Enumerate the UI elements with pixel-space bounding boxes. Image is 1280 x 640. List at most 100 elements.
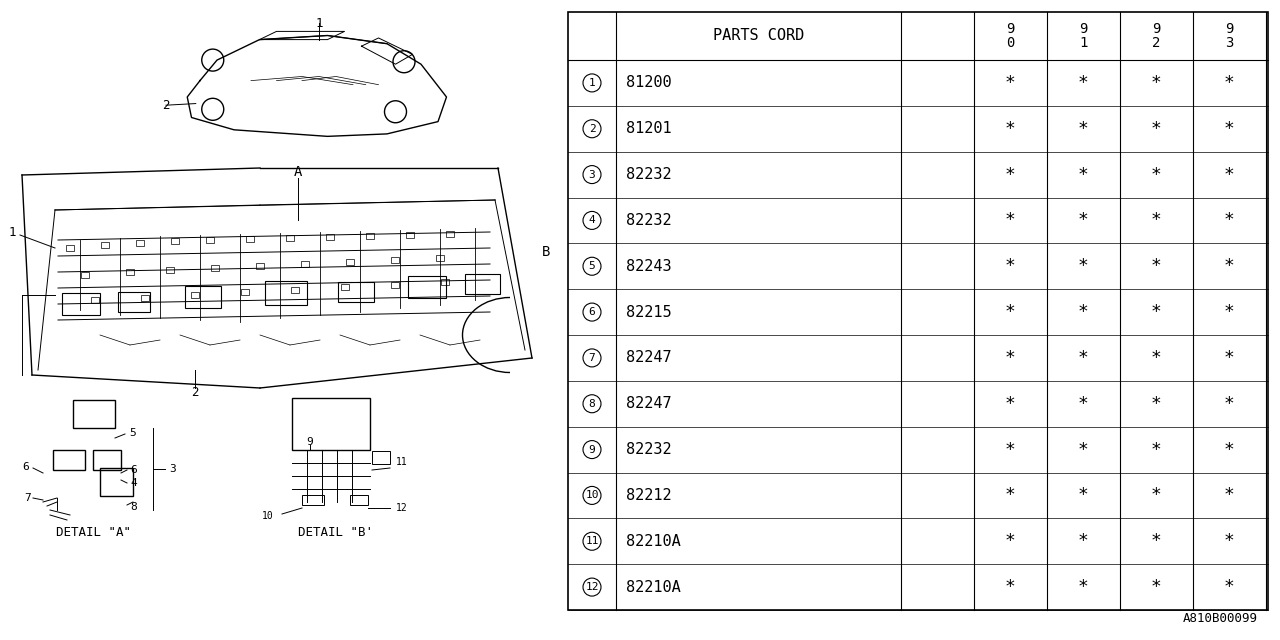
Text: 6: 6	[22, 462, 29, 472]
Text: 1: 1	[589, 78, 595, 88]
Text: 9: 9	[1225, 22, 1234, 36]
Text: DETAIL "B': DETAIL "B'	[297, 525, 372, 538]
Text: 12: 12	[585, 582, 599, 592]
Text: *: *	[1005, 349, 1016, 367]
Text: *: *	[1224, 395, 1235, 413]
Text: 2: 2	[163, 99, 170, 112]
Text: 5: 5	[589, 261, 595, 271]
Text: *: *	[1151, 120, 1162, 138]
Text: 9: 9	[589, 445, 595, 454]
Text: *: *	[1005, 257, 1016, 275]
Text: 1: 1	[8, 225, 15, 239]
Text: *: *	[1078, 349, 1089, 367]
Text: *: *	[1151, 257, 1162, 275]
Text: *: *	[1078, 303, 1089, 321]
Text: 10: 10	[585, 490, 599, 500]
Text: 82212: 82212	[626, 488, 672, 503]
Text: *: *	[1224, 74, 1235, 92]
Text: *: *	[1224, 166, 1235, 184]
Text: 9: 9	[1152, 22, 1161, 36]
Text: *: *	[1078, 166, 1089, 184]
Text: *: *	[1005, 74, 1016, 92]
Text: 8: 8	[131, 502, 137, 512]
Text: 10: 10	[262, 511, 274, 521]
Text: 1: 1	[1079, 36, 1088, 50]
Text: 6: 6	[589, 307, 595, 317]
Text: *: *	[1005, 303, 1016, 321]
Text: *: *	[1078, 440, 1089, 459]
Text: *: *	[1005, 532, 1016, 550]
Text: *: *	[1151, 440, 1162, 459]
Text: *: *	[1078, 395, 1089, 413]
Text: A: A	[294, 165, 302, 179]
Text: 11: 11	[396, 457, 408, 467]
Text: PARTS CORD: PARTS CORD	[713, 29, 804, 44]
Text: *: *	[1078, 532, 1089, 550]
Text: 0: 0	[1006, 36, 1015, 50]
Text: 3: 3	[169, 464, 175, 474]
Text: *: *	[1151, 486, 1162, 504]
Text: 8: 8	[589, 399, 595, 409]
Text: *: *	[1151, 166, 1162, 184]
Text: 82243: 82243	[626, 259, 672, 274]
Text: 5: 5	[129, 428, 136, 438]
Text: A810B00099: A810B00099	[1183, 612, 1258, 625]
Text: 6: 6	[131, 465, 137, 475]
Text: *: *	[1224, 486, 1235, 504]
Text: *: *	[1151, 532, 1162, 550]
Text: *: *	[1078, 74, 1089, 92]
Text: *: *	[1151, 349, 1162, 367]
Text: *: *	[1078, 211, 1089, 229]
Text: *: *	[1224, 303, 1235, 321]
Text: 82247: 82247	[626, 351, 672, 365]
Text: 82232: 82232	[626, 167, 672, 182]
Text: B: B	[541, 245, 550, 259]
Text: *: *	[1005, 395, 1016, 413]
Text: *: *	[1078, 120, 1089, 138]
Text: 82247: 82247	[626, 396, 672, 412]
Text: *: *	[1151, 395, 1162, 413]
Text: *: *	[1005, 440, 1016, 459]
Text: 12: 12	[396, 503, 408, 513]
Text: 9: 9	[1079, 22, 1088, 36]
Text: *: *	[1151, 303, 1162, 321]
Text: *: *	[1078, 257, 1089, 275]
Text: 82232: 82232	[626, 442, 672, 457]
Text: 81201: 81201	[626, 121, 672, 136]
Text: 3: 3	[589, 170, 595, 180]
Text: *: *	[1078, 578, 1089, 596]
Text: 82232: 82232	[626, 213, 672, 228]
Text: 82210A: 82210A	[626, 580, 681, 595]
Text: *: *	[1224, 532, 1235, 550]
Text: 7: 7	[24, 493, 31, 503]
Text: 82210A: 82210A	[626, 534, 681, 548]
Text: 4: 4	[131, 478, 137, 488]
Text: *: *	[1224, 440, 1235, 459]
Text: *: *	[1005, 120, 1016, 138]
Text: *: *	[1224, 120, 1235, 138]
Text: *: *	[1078, 486, 1089, 504]
Text: *: *	[1005, 166, 1016, 184]
Text: *: *	[1005, 578, 1016, 596]
Text: *: *	[1224, 257, 1235, 275]
Text: *: *	[1005, 211, 1016, 229]
Text: 2: 2	[589, 124, 595, 134]
Text: DETAIL "A": DETAIL "A"	[55, 525, 131, 538]
Text: 11: 11	[585, 536, 599, 547]
Text: 2: 2	[191, 385, 198, 399]
Text: *: *	[1224, 211, 1235, 229]
Text: *: *	[1005, 486, 1016, 504]
Text: *: *	[1151, 211, 1162, 229]
Text: 81200: 81200	[626, 76, 672, 90]
Text: 3: 3	[1225, 36, 1234, 50]
Text: 4: 4	[589, 216, 595, 225]
Text: 7: 7	[589, 353, 595, 363]
Text: 9: 9	[1006, 22, 1015, 36]
Text: *: *	[1151, 74, 1162, 92]
Text: *: *	[1151, 578, 1162, 596]
Text: *: *	[1224, 349, 1235, 367]
Text: 82215: 82215	[626, 305, 672, 319]
Text: 2: 2	[1152, 36, 1161, 50]
Text: 1: 1	[315, 17, 323, 29]
Text: *: *	[1224, 578, 1235, 596]
